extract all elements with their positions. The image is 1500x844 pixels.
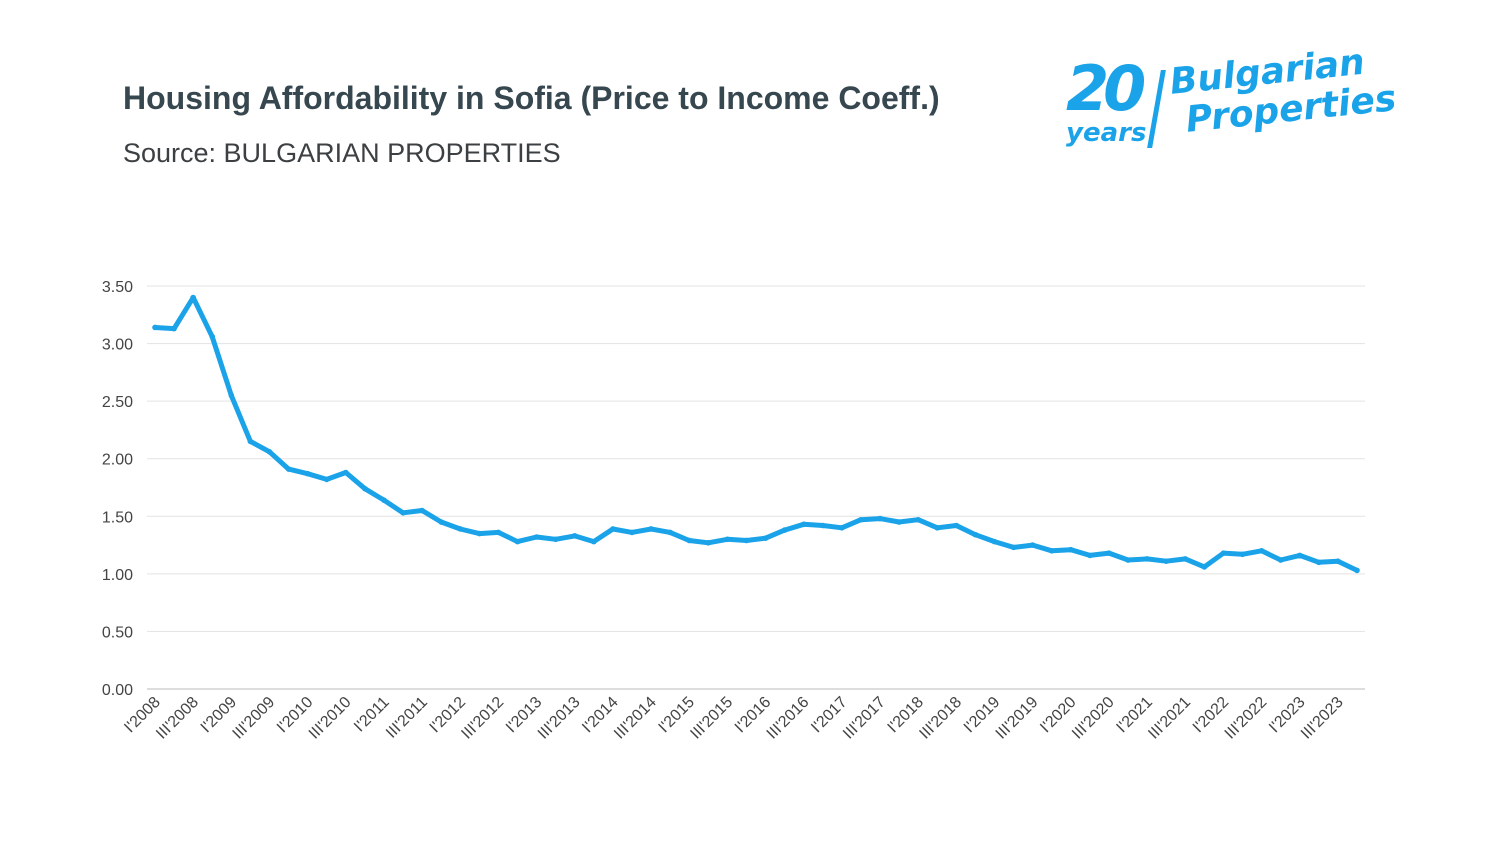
data-point <box>438 519 444 525</box>
data-point <box>1125 557 1131 563</box>
data-point <box>839 525 845 531</box>
x-tick-label: III'2014 <box>611 694 660 743</box>
data-point <box>762 535 769 541</box>
logo-number: 20 <box>1066 52 1146 125</box>
data-point <box>266 449 273 455</box>
x-tick-label: III'2018 <box>916 694 965 743</box>
y-tick-label: 2.50 <box>102 394 133 411</box>
data-point <box>304 470 311 477</box>
data-point <box>629 529 635 536</box>
data-point <box>610 526 616 532</box>
data-point <box>819 522 826 529</box>
data-point <box>228 392 235 399</box>
data-point <box>247 438 254 445</box>
chart-subtitle: Source: BULGARIAN PROPERTIES <box>123 138 561 168</box>
x-tick-label: III'2010 <box>306 694 355 743</box>
y-tick-label: 0.00 <box>102 682 133 699</box>
data-point <box>457 526 464 532</box>
data-point <box>495 529 502 536</box>
data-point <box>1144 556 1150 562</box>
x-tick-label: III'2017 <box>840 694 889 743</box>
data-point <box>1220 550 1227 556</box>
data-point <box>953 522 960 529</box>
x-tick-label: III'2019 <box>993 694 1042 743</box>
data-point <box>381 497 387 503</box>
chart-title: Housing Affordability in Sofia (Price to… <box>123 80 940 116</box>
data-point <box>1277 557 1284 563</box>
data-point <box>514 538 521 545</box>
data-point <box>781 527 788 533</box>
x-tick-label: III'2012 <box>458 694 507 743</box>
data-point <box>400 510 406 516</box>
x-tick-label: III'2023 <box>1298 694 1347 743</box>
series-line <box>152 295 1360 573</box>
y-tick-label: 3.50 <box>102 279 133 296</box>
y-tick-label: 0.50 <box>102 624 133 641</box>
data-point <box>419 507 425 514</box>
data-point <box>323 476 330 483</box>
data-point <box>648 526 654 532</box>
y-tick-label: 1.00 <box>102 567 133 584</box>
data-point <box>1316 559 1322 566</box>
data-point <box>1354 567 1360 574</box>
data-point <box>285 466 292 472</box>
x-tick-label: III'2016 <box>764 694 813 743</box>
data-point <box>667 529 673 536</box>
x-tick-label: III'2021 <box>1145 694 1194 743</box>
x-tick-label: III'2013 <box>535 694 584 743</box>
x-tick-label: III'2022 <box>1222 694 1271 743</box>
x-tick-label: III'2008 <box>153 694 202 743</box>
data-point <box>877 515 883 522</box>
data-point <box>1029 542 1036 548</box>
data-point <box>1258 548 1265 554</box>
data-point <box>1087 552 1093 559</box>
logo-years: years <box>1066 118 1147 148</box>
data-point <box>991 538 998 545</box>
data-point <box>858 516 864 523</box>
data-point <box>934 525 941 531</box>
data-point <box>571 533 578 539</box>
data-point <box>1048 548 1055 554</box>
data-point <box>972 531 979 538</box>
x-tick-label: III'2011 <box>383 694 431 742</box>
data-point <box>1182 556 1189 562</box>
y-tick-label: 2.00 <box>102 452 133 469</box>
data-point <box>342 469 349 476</box>
y-tick-label: 1.50 <box>102 509 133 526</box>
data-point <box>686 537 693 544</box>
data-point <box>800 521 807 528</box>
y-tick-label: 3.00 <box>102 337 133 354</box>
x-tick-label: III'2015 <box>687 694 736 743</box>
data-point <box>743 537 750 544</box>
data-point <box>171 325 177 332</box>
data-point <box>209 333 216 340</box>
data-point <box>1163 558 1170 564</box>
data-point <box>896 519 902 525</box>
data-point <box>1201 564 1208 570</box>
data-point <box>152 324 158 331</box>
data-point <box>190 294 196 301</box>
data-point <box>724 536 731 543</box>
data-point <box>705 539 712 546</box>
data-point <box>915 516 921 523</box>
data-point <box>591 538 597 545</box>
data-point <box>1239 551 1246 558</box>
data-point <box>362 485 368 492</box>
data-point <box>1335 558 1341 564</box>
data-point <box>476 530 483 537</box>
x-tick-label: III'2020 <box>1069 694 1118 743</box>
data-point <box>1010 544 1017 551</box>
brand-logo: 20 years Bulgarian Properties <box>1062 42 1422 160</box>
data-point <box>552 536 559 543</box>
x-tick-label: III'2009 <box>230 694 279 743</box>
data-point <box>1296 552 1303 559</box>
data-point <box>1106 550 1112 556</box>
data-point <box>533 534 540 540</box>
data-point <box>1068 546 1074 553</box>
